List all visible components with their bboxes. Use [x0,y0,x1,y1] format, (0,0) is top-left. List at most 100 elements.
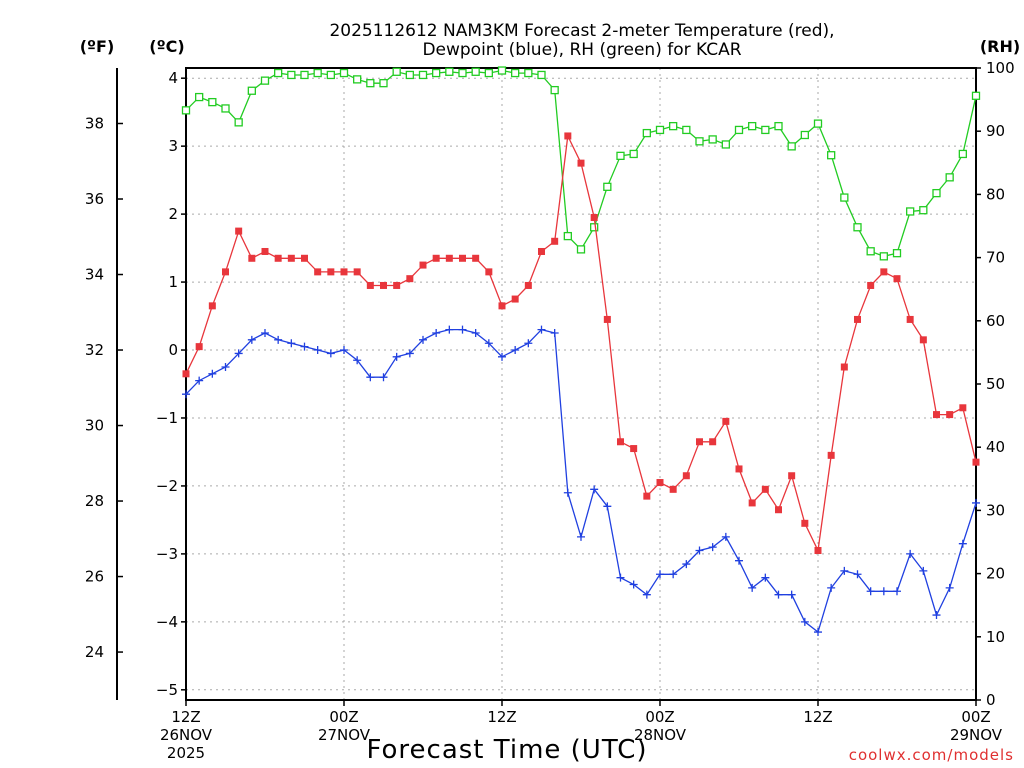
temperature-point-11 [327,268,335,276]
rh-point-21 [458,68,467,78]
temperature-point-45 [775,506,782,514]
temperature-point-51 [854,315,861,323]
rh-point-1 [195,92,204,102]
time-tick-label-3-1: 28NOV [634,726,687,744]
temperature-point-59 [959,404,967,412]
temperature-point-24 [498,302,506,310]
dewpoint-point-33 [616,573,625,582]
celsius-tick-label-1: 3 [168,137,178,155]
temperature-point-35 [643,492,651,500]
rh-point-18 [418,70,428,80]
dewpoint-point-31 [590,485,599,494]
time-tick-label-0-0: 12Z [171,708,200,726]
rh-point-48 [813,119,823,128]
temperature-point-18 [419,261,427,269]
celsius-tick-label-6: −2 [156,477,178,495]
rh-point-14 [366,79,375,88]
temperature-point-57 [933,411,940,419]
dewpoint-point-55 [906,549,915,558]
fahrenheit-tick-label-6: 26 [85,568,104,586]
dewpoint-point-50 [840,566,849,575]
rh-tick-label-1: 90 [986,122,1005,140]
dewpoint-point-46 [787,590,796,599]
dewpoint-point-37 [669,570,678,579]
fahrenheit-tick-label-7: 24 [85,643,104,661]
temperature-point-13 [353,268,361,276]
temperature-point-52 [867,281,875,289]
credit-link[interactable]: coolwx.com/models [849,746,1014,764]
temperature-point-6 [261,247,269,255]
rh-point-44 [761,125,770,135]
dewpoint-point-13 [353,356,362,365]
dewpoint-point-30 [577,532,585,541]
celsius-tick-label-3: 1 [168,273,178,291]
fahrenheit-tick-label-3: 32 [85,341,104,359]
celsius-tick-label-5: −1 [156,409,178,427]
temperature-point-15 [380,281,387,289]
time-tick-label-4-0: 12Z [803,708,832,726]
rh-point-29 [563,231,572,241]
rh-point-59 [958,149,967,159]
dewpoint-point-11 [326,349,335,358]
rh-point-28 [550,85,559,95]
dewpoint-point-3 [221,363,230,372]
rh-point-41 [721,140,730,149]
dewpoint-point-35 [642,590,651,599]
temperature-point-54 [893,275,901,283]
temperature-point-0 [182,370,190,378]
dewpoint-point-58 [945,583,954,592]
fahrenheit-axis-ticks: 38 36 34 32 30 28 26 24 [85,114,123,661]
celsius-tick-label-8: −4 [156,613,178,631]
series-line-1 [185,328,977,634]
dewpoint-point-9 [300,342,309,351]
rh-point-0 [181,106,191,115]
dewpoint-point-2 [208,369,217,378]
rh-point-31 [590,223,599,232]
temperature-point-7 [274,254,282,262]
rh-point-60 [971,91,981,100]
rh-series [181,66,981,261]
dewpoint-point-43 [748,583,757,592]
temperature-point-27 [538,247,545,255]
dewpoint-point-23 [484,339,493,348]
temperature-point-22 [472,254,480,262]
temperature-point-8 [287,254,295,262]
celsius-tick-label-4: 0 [168,341,178,359]
rh-point-53 [879,252,888,261]
rh-point-34 [629,149,638,159]
time-tick-label-3-0: 00Z [645,708,674,726]
temperature-point-41 [722,417,730,425]
rh-tick-label-0: 100 [986,59,1015,77]
temperature-point-33 [617,438,624,446]
rh-point-49 [827,151,836,160]
rh-tick-label-9: 10 [986,628,1005,646]
temperature-point-29 [564,132,572,140]
dewpoint-point-28 [550,329,559,338]
rh-point-7 [274,68,283,78]
temperature-point-20 [445,254,453,262]
rh-point-36 [655,125,665,135]
temperature-point-17 [406,275,414,283]
rh-point-20 [445,67,454,76]
temperature-point-10 [314,268,322,276]
rh-point-37 [669,121,678,131]
rh-point-55 [906,207,915,216]
rh-point-12 [339,68,349,78]
dewpoint-point-14 [366,373,375,382]
dewpoint-point-36 [656,570,664,579]
dewpoint-point-7 [274,335,283,344]
celsius-tick-label-0: 4 [168,69,178,87]
dewpoint-point-8 [287,339,296,348]
dewpoint-point-32 [603,502,612,511]
dewpoint-point-29 [563,488,572,497]
rh-point-50 [840,193,849,202]
rh-unit-label: (RH) [980,37,1020,56]
rh-tick-label-5: 50 [986,375,1005,393]
rh-tick-label-4: 60 [986,312,1005,330]
temperature-point-21 [459,254,466,262]
rh-point-35 [642,128,651,138]
rh-point-19 [432,68,441,78]
dewpoint-point-34 [629,580,638,589]
temperature-point-3 [222,268,229,276]
rh-point-45 [774,121,783,131]
